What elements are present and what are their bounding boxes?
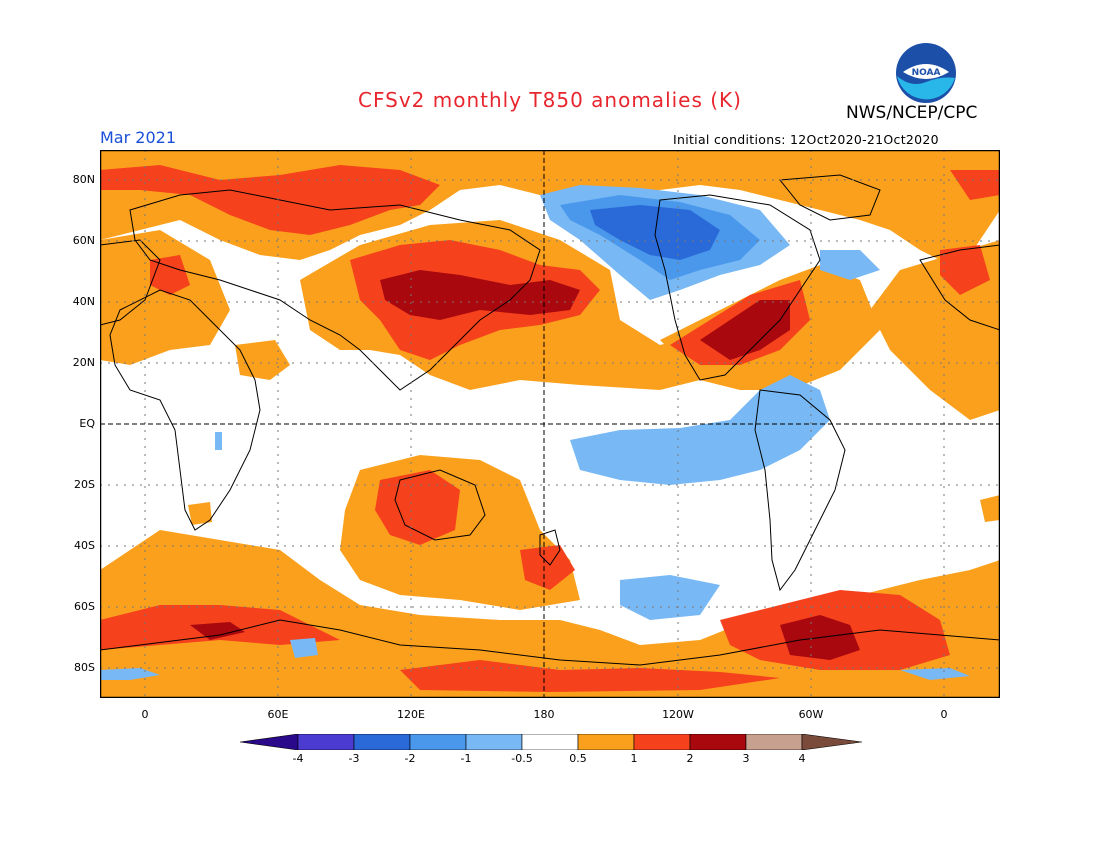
lon-label: 0 [940, 708, 948, 721]
colorbar-swatch [465, 734, 523, 750]
colorbar-swatch [409, 734, 467, 750]
anomaly-region [100, 690, 1000, 698]
anomaly-region [820, 250, 880, 280]
initial-conditions-label: Initial conditions: 12Oct2020-21Oct2020 [673, 132, 939, 147]
colorbar-swatch [745, 734, 803, 750]
lat-label: 20S [74, 478, 95, 491]
anomaly-region [215, 432, 222, 450]
svg-text:NOAA: NOAA [912, 68, 941, 78]
anomaly-region [570, 375, 830, 485]
anomaly-region [290, 638, 318, 658]
coastline [100, 239, 161, 326]
noaa-logo: NOAA [896, 43, 956, 103]
lon-label: 120W [662, 708, 694, 721]
lon-label: 180 [533, 708, 555, 721]
coastline [100, 619, 1000, 666]
colorbar [240, 734, 862, 750]
anomaly-region [380, 270, 580, 320]
anomaly-region [400, 660, 780, 692]
page-title: CFSv2 monthly T850 anomalies (K) [358, 88, 742, 112]
colorbar-label: 3 [742, 752, 750, 765]
anomaly-region [940, 245, 990, 295]
colorbar-label: 0.5 [569, 752, 587, 765]
lat-label: 20N [72, 356, 95, 369]
colorbar-swatch [240, 734, 299, 750]
lon-label: 0 [141, 708, 149, 721]
anomaly-region [950, 170, 1000, 200]
coastline [394, 469, 486, 541]
anomaly-region [190, 622, 245, 640]
colorbar-swatch [521, 734, 579, 750]
colorbar-swatch [801, 734, 862, 750]
colorbar-label: -0.5 [511, 752, 533, 765]
month-label: Mar 2021 [100, 128, 176, 147]
lat-label: 60N [72, 234, 95, 247]
anomaly-region [188, 502, 212, 525]
colorbar-label: -2 [404, 752, 416, 765]
coastline [779, 174, 881, 221]
colorbar-label: -4 [292, 752, 304, 765]
colorbar-label: 4 [798, 752, 806, 765]
colorbar-swatch [689, 734, 747, 750]
colorbar-swatch [577, 734, 635, 750]
coastline [129, 189, 541, 391]
colorbar-label: 2 [686, 752, 694, 765]
anomaly-region [980, 495, 1000, 522]
coastline [109, 289, 261, 531]
lat-label: 80N [72, 173, 95, 186]
colorbar-swatch [633, 734, 691, 750]
anomaly-region [100, 165, 440, 235]
lon-label: 120E [397, 708, 425, 721]
coastline [919, 244, 1000, 331]
anomaly-region [620, 575, 720, 620]
colorbar-label: -1 [460, 752, 472, 765]
lat-label: 40N [72, 295, 95, 308]
lon-label: 60W [798, 708, 824, 721]
anomaly-region [900, 668, 970, 680]
lon-label: 60E [267, 708, 289, 721]
organization-label: NWS/NCEP/CPC [846, 103, 978, 123]
lat-label: 60S [74, 600, 95, 613]
colorbar-swatch [297, 734, 355, 750]
anomaly-region [375, 470, 460, 545]
anomaly-region [520, 545, 575, 590]
colorbar-swatch [353, 734, 411, 750]
anomaly-region [150, 255, 190, 295]
coastline [654, 194, 821, 381]
colorbar-label: 1 [630, 752, 638, 765]
anomaly-region [235, 340, 290, 380]
coastline [539, 529, 561, 566]
lat-label: EQ [79, 417, 95, 430]
anomaly-region [700, 300, 790, 360]
coastline [754, 389, 846, 592]
anomaly-region [100, 230, 230, 365]
anomaly-map [100, 150, 1000, 698]
lat-label: 40S [74, 539, 95, 552]
lat-label: 80S [74, 661, 95, 674]
colorbar-label: -3 [348, 752, 360, 765]
